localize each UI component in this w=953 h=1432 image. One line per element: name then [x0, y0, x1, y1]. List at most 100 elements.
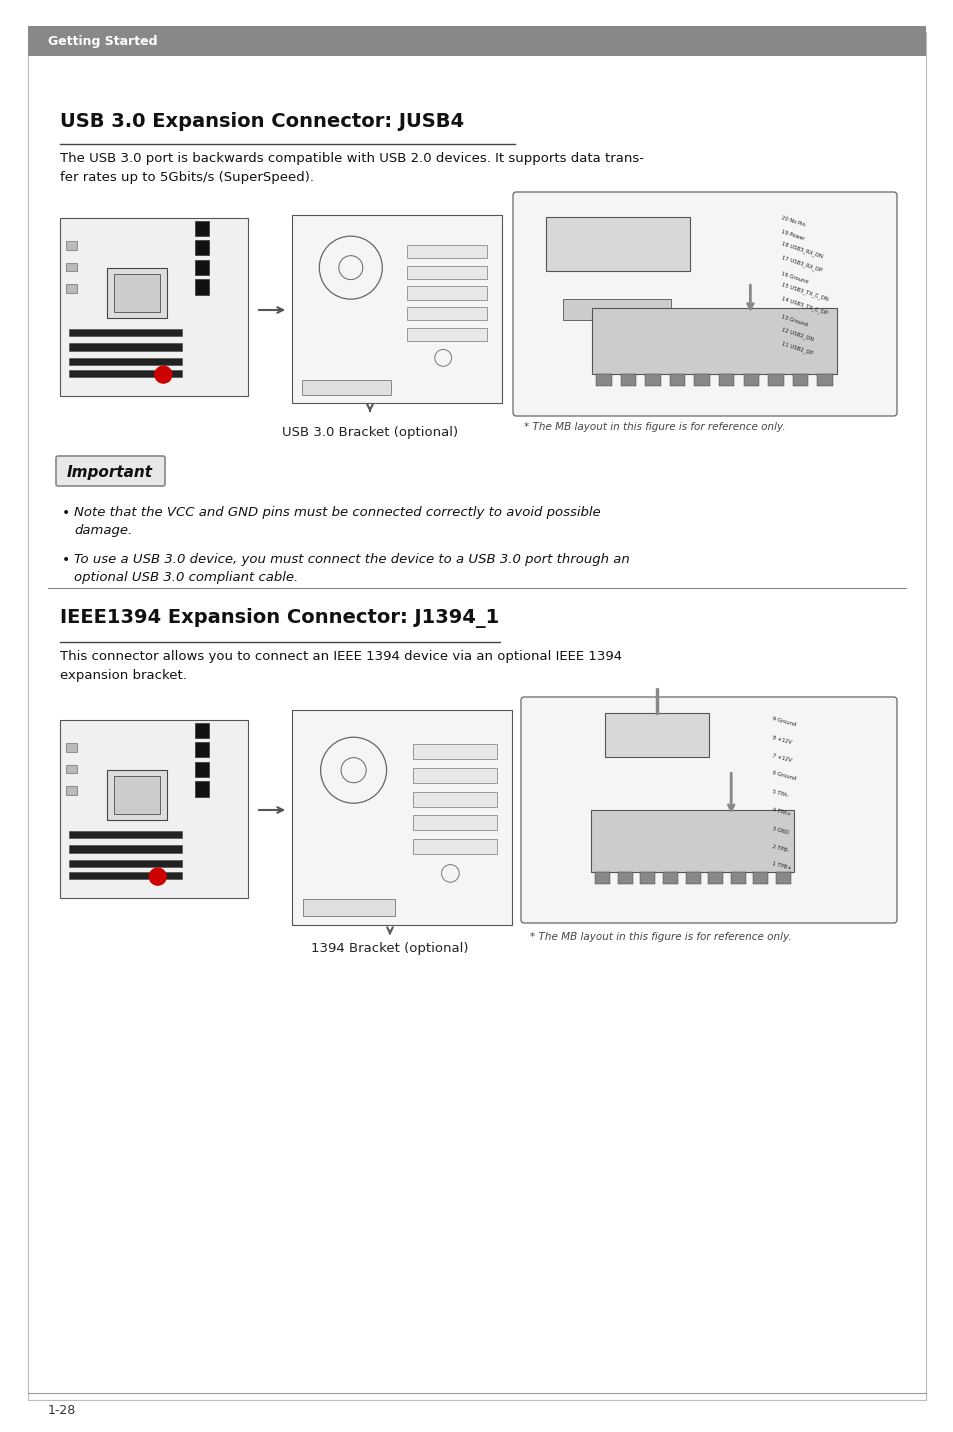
Bar	[114, 776, 160, 813]
Bar	[596, 374, 611, 387]
Bar	[639, 872, 655, 884]
Bar	[70, 371, 182, 377]
Bar	[407, 266, 487, 279]
Bar	[70, 845, 182, 852]
Text: 1-28: 1-28	[48, 1403, 76, 1416]
Bar	[644, 374, 660, 387]
FancyBboxPatch shape	[56, 455, 165, 485]
Bar	[662, 872, 678, 884]
Bar	[563, 298, 671, 321]
Bar	[730, 872, 745, 884]
Text: To use a USB 3.0 device, you must connect the device to a USB 3.0 port through a: To use a USB 3.0 device, you must connec…	[74, 553, 629, 584]
Bar	[595, 872, 610, 884]
Text: •: •	[62, 505, 71, 520]
Text: 2 TPB-: 2 TPB-	[771, 843, 789, 853]
Bar	[685, 872, 700, 884]
Bar	[70, 329, 182, 337]
Circle shape	[149, 868, 166, 885]
Text: 12 USB2_DN: 12 USB2_DN	[780, 326, 813, 342]
Bar	[407, 245, 487, 258]
Bar	[618, 872, 632, 884]
Bar	[195, 221, 209, 236]
Bar	[66, 284, 77, 292]
Text: 16 Ground: 16 Ground	[780, 271, 808, 285]
Text: 18 USB3_RX_DN: 18 USB3_RX_DN	[780, 241, 822, 259]
Text: USB 3.0 Expansion Connector: JUSB4: USB 3.0 Expansion Connector: JUSB4	[60, 112, 464, 130]
Bar	[107, 268, 167, 318]
FancyBboxPatch shape	[520, 697, 896, 924]
Bar	[60, 218, 248, 397]
Bar	[292, 215, 501, 402]
Bar	[413, 768, 497, 783]
Bar	[70, 358, 182, 365]
Text: 11 USB2_DP: 11 USB2_DP	[780, 341, 812, 357]
Text: Important: Important	[67, 464, 152, 480]
Bar	[407, 328, 487, 341]
Bar	[407, 286, 487, 299]
Bar	[66, 743, 77, 752]
Bar	[195, 279, 209, 295]
Bar	[70, 831, 182, 838]
Bar	[70, 872, 182, 879]
Text: The USB 3.0 port is backwards compatible with USB 2.0 devices. It supports data : The USB 3.0 port is backwards compatible…	[60, 152, 643, 183]
Text: Getting Started: Getting Started	[48, 34, 157, 47]
Bar	[66, 241, 77, 251]
Text: * The MB layout in this figure is for reference only.: * The MB layout in this figure is for re…	[530, 932, 791, 942]
Bar	[302, 381, 391, 395]
Bar	[775, 872, 790, 884]
Text: 9 Ground: 9 Ground	[771, 716, 796, 727]
Circle shape	[154, 367, 172, 384]
Bar	[107, 770, 167, 819]
Text: * The MB layout in this figure is for reference only.: * The MB layout in this figure is for re…	[523, 422, 785, 432]
Bar	[546, 216, 689, 271]
Bar	[407, 306, 487, 321]
Bar	[707, 872, 722, 884]
Bar	[590, 811, 793, 872]
Bar	[767, 374, 782, 387]
Bar	[694, 374, 709, 387]
Bar	[195, 782, 209, 796]
Bar	[292, 710, 512, 925]
Bar	[620, 374, 636, 387]
Bar	[195, 241, 209, 255]
Bar	[66, 765, 77, 773]
Text: 19 Power: 19 Power	[780, 229, 804, 242]
Bar	[66, 786, 77, 795]
Text: 3 GND: 3 GND	[771, 826, 788, 835]
Bar	[195, 742, 209, 758]
Text: 6 Ground: 6 Ground	[771, 770, 796, 782]
Text: 4 TPA+: 4 TPA+	[771, 808, 791, 818]
Text: 1 TPB+: 1 TPB+	[771, 862, 791, 871]
Bar	[195, 723, 209, 737]
Bar	[413, 745, 497, 759]
Bar	[605, 713, 708, 758]
Bar	[669, 374, 684, 387]
Bar	[60, 720, 248, 898]
Bar	[413, 839, 497, 853]
Text: This connector allows you to connect an IEEE 1394 device via an optional IEEE 13: This connector allows you to connect an …	[60, 650, 621, 682]
Text: 13 Ground: 13 Ground	[780, 314, 807, 326]
Text: USB 3.0 Bracket (optional): USB 3.0 Bracket (optional)	[282, 425, 457, 440]
Text: Note that the VCC and GND pins must be connected correctly to avoid possible
dam: Note that the VCC and GND pins must be c…	[74, 505, 600, 537]
Bar	[742, 374, 759, 387]
Text: 20 No Pin: 20 No Pin	[780, 215, 805, 228]
Bar	[753, 872, 768, 884]
Bar	[195, 762, 209, 778]
Text: 5 TPA-: 5 TPA-	[771, 789, 788, 799]
Text: •: •	[62, 553, 71, 567]
Text: IEEE1394 Expansion Connector: J1394_1: IEEE1394 Expansion Connector: J1394_1	[60, 609, 498, 629]
Text: 8 +12V: 8 +12V	[771, 735, 792, 745]
Bar	[195, 259, 209, 275]
Bar	[591, 308, 837, 374]
Text: 15 USB3_TX_C_DN: 15 USB3_TX_C_DN	[780, 282, 828, 302]
Text: 7 +12V: 7 +12V	[771, 753, 792, 763]
Bar	[66, 262, 77, 272]
Bar	[792, 374, 807, 387]
Bar	[817, 374, 832, 387]
Bar	[413, 792, 497, 806]
Text: 17 USB3_RX_DP: 17 USB3_RX_DP	[780, 255, 821, 274]
Bar	[303, 899, 395, 916]
Bar	[70, 344, 182, 351]
Text: 1394 Bracket (optional): 1394 Bracket (optional)	[311, 942, 468, 955]
Bar	[70, 859, 182, 866]
